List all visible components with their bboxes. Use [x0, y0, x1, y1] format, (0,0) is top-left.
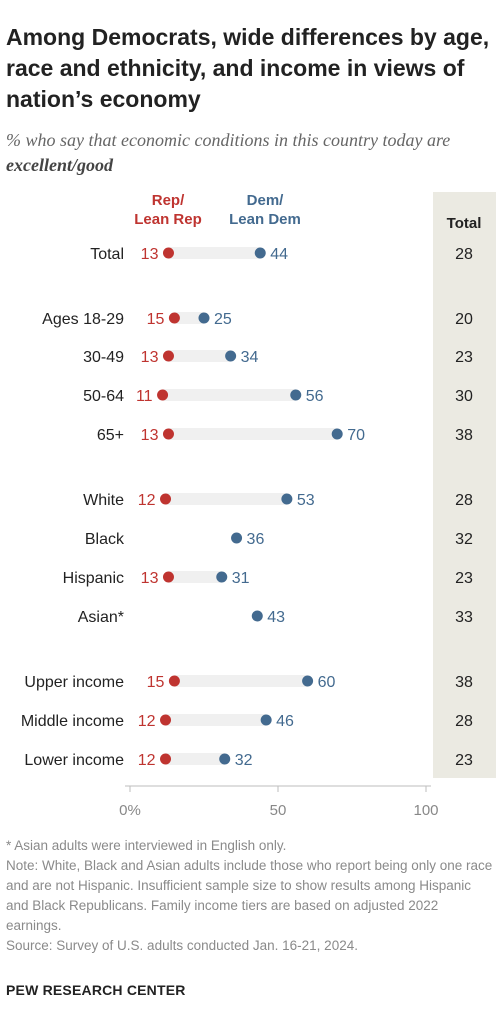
- range-track: [168, 571, 222, 583]
- rep-dot: [162, 428, 174, 440]
- range-track: [168, 247, 261, 259]
- range-track: [168, 350, 231, 362]
- total-value-label: 38: [455, 674, 473, 691]
- row-label-ages-18-29: Ages 18-29: [42, 311, 124, 328]
- rep-dot: [160, 714, 172, 726]
- dem-dot: [290, 389, 302, 401]
- total-value-label: 30: [455, 388, 473, 405]
- x-tick-label: 50: [270, 802, 287, 819]
- rep-dot: [168, 312, 180, 324]
- footnote-note: Note: White, Black and Asian adults incl…: [6, 858, 493, 933]
- footnotes: * Asian adults were interviewed in Engli…: [6, 836, 496, 956]
- rep-dot: [162, 247, 174, 259]
- subtitle-emphasis: excellent/good: [6, 155, 113, 175]
- dem-value-label: 60: [318, 674, 336, 691]
- row-label-total: Total: [90, 246, 124, 263]
- range-track: [174, 675, 308, 687]
- footnote-asian: * Asian adults were interviewed in Engli…: [6, 838, 287, 853]
- dem-dot: [281, 493, 293, 505]
- legend-rep: Rep/: [152, 192, 185, 209]
- row-label-30-49: 30-49: [83, 349, 124, 366]
- subtitle-text: % who say that economic conditions in th…: [6, 130, 451, 150]
- pew-logo-text: PEW RESEARCH CENTER: [6, 982, 186, 998]
- range-track: [168, 428, 338, 440]
- dem-dot: [231, 532, 243, 544]
- dem-value-label: 70: [347, 427, 365, 444]
- range-track: [165, 493, 287, 505]
- dem-dot: [331, 428, 343, 440]
- total-value-label: 23: [455, 349, 473, 366]
- rep-value-label: 12: [138, 713, 156, 730]
- footnote-source: Source: Survey of U.S. adults conducted …: [6, 938, 358, 953]
- x-tick-label: 100: [413, 802, 438, 819]
- dem-value-label: 31: [232, 570, 250, 587]
- total-value-label: 33: [455, 609, 473, 626]
- total-column-band: [433, 192, 496, 778]
- dem-value-label: 46: [276, 713, 294, 730]
- range-track: [162, 389, 296, 401]
- dem-value-label: 32: [235, 752, 253, 769]
- rep-dot: [162, 350, 174, 362]
- total-value-label: 38: [455, 427, 473, 444]
- rep-dot: [157, 389, 169, 401]
- total-value-label: 28: [455, 492, 473, 509]
- rep-value-label: 11: [136, 388, 153, 405]
- dem-value-label: 44: [270, 246, 288, 263]
- legend-rep: Lean Rep: [134, 211, 202, 228]
- range-track: [174, 312, 204, 324]
- total-value-label: 23: [455, 570, 473, 587]
- rep-dot: [162, 571, 174, 583]
- chart-title: Among Democrats, wide differences by age…: [6, 24, 490, 112]
- dem-dot: [260, 714, 272, 726]
- row-label-hispanic: Hispanic: [63, 570, 124, 587]
- row-label-65: 65+: [97, 427, 124, 444]
- rep-dot: [160, 493, 172, 505]
- dem-dot: [216, 571, 228, 583]
- rep-value-label: 15: [147, 311, 165, 328]
- range-track: [165, 714, 267, 726]
- row-label-50-64: 50-64: [83, 388, 124, 405]
- dem-dot: [219, 753, 231, 765]
- dem-value-label: 34: [241, 349, 259, 366]
- total-value-label: 32: [455, 531, 473, 548]
- total-value-label: 23: [455, 752, 473, 769]
- rep-value-label: 13: [141, 570, 159, 587]
- dem-value-label: 56: [306, 388, 324, 405]
- row-label-white: White: [83, 492, 124, 509]
- dem-value-label: 36: [247, 531, 265, 548]
- legend-total: Total: [447, 215, 482, 232]
- dem-dot: [225, 350, 237, 362]
- rep-value-label: 13: [141, 246, 159, 263]
- range-track: [165, 753, 225, 765]
- total-value-label: 20: [455, 311, 473, 328]
- rep-value-label: 12: [138, 752, 156, 769]
- dem-dot: [198, 312, 210, 324]
- rep-dot: [168, 675, 180, 687]
- legend-dem: Dem/: [247, 192, 285, 209]
- rep-value-label: 13: [141, 349, 159, 366]
- legend-dem: Lean Dem: [229, 211, 301, 228]
- rep-value-label: 13: [141, 427, 159, 444]
- dem-value-label: 25: [214, 311, 232, 328]
- dem-dot: [251, 610, 263, 622]
- total-value-label: 28: [455, 246, 473, 263]
- total-value-label: 28: [455, 713, 473, 730]
- row-label-upper-income: Upper income: [24, 674, 124, 691]
- chart-subtitle: % who say that economic conditions in th…: [6, 128, 476, 178]
- dem-value-label: 43: [267, 609, 285, 626]
- dem-dot: [302, 675, 314, 687]
- row-label-black: Black: [85, 531, 125, 548]
- row-label-lower-income: Lower income: [24, 752, 124, 769]
- rep-dot: [160, 753, 172, 765]
- dot-plot: Total Rep/Lean Rep Dem/Lean Dem Total 13 44 28…: [21, 192, 496, 819]
- rep-value-label: 15: [147, 674, 165, 691]
- rep-value-label: 12: [138, 492, 156, 509]
- dem-value-label: 53: [297, 492, 315, 509]
- x-tick-label: 0%: [119, 802, 141, 819]
- dem-dot: [254, 247, 266, 259]
- row-label-middle-income: Middle income: [21, 713, 124, 730]
- row-label-asian: Asian*: [78, 609, 124, 626]
